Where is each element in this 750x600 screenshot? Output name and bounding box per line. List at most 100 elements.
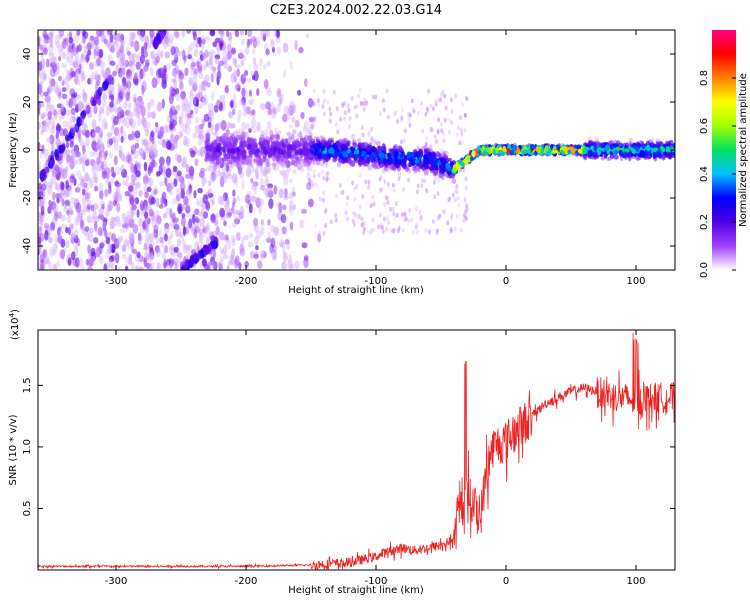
spectrogram-cell	[198, 123, 204, 130]
spectrogram-cell	[196, 200, 200, 206]
spectrogram-cell	[115, 189, 119, 200]
x-tick-label: -300	[105, 576, 128, 587]
spectrogram-cell	[75, 202, 82, 213]
spectrogram-cell	[302, 160, 307, 166]
spectrogram-cell	[121, 76, 127, 87]
spectrogram-cell	[86, 214, 93, 224]
spectrogram-cell	[156, 68, 162, 79]
spectrogram-cell	[184, 122, 189, 129]
spectrogram-cell	[266, 161, 271, 167]
spectrogram-cell	[202, 36, 206, 43]
spectrogram-cell	[87, 244, 91, 255]
spectrogram-cell	[115, 97, 121, 105]
spectrogram-cell	[225, 201, 230, 207]
spectrogram-cell	[374, 94, 378, 100]
spectrogram-cell	[91, 99, 97, 107]
spectrogram-cell	[89, 62, 94, 70]
spectrogram-cell	[237, 52, 244, 60]
spectrogram-cell	[81, 188, 86, 196]
spectrogram-cell	[132, 223, 139, 234]
spectrogram-cell	[67, 210, 72, 218]
spectrogram-cell	[391, 206, 395, 212]
spectrogram-cell	[417, 150, 422, 155]
spectrogram-cell	[217, 195, 224, 205]
spectrogram-cell	[140, 36, 144, 42]
spectrogram-cell	[162, 39, 168, 50]
spectrogram-cell	[294, 260, 300, 270]
spectrogram-cell	[38, 35, 41, 43]
spectrogram-cell	[439, 97, 443, 103]
spectrogram-cell	[206, 266, 210, 270]
spectrogram-cell	[276, 46, 282, 55]
spectrogram-cell	[90, 158, 96, 167]
spectrogram-cell	[148, 177, 154, 188]
spectrogram-cell	[155, 122, 159, 128]
spectrogram-cell	[162, 73, 167, 85]
spectrogram-cell	[423, 148, 429, 154]
spectrogram-cell	[132, 52, 138, 63]
spectrogram-cell	[373, 164, 378, 170]
spectrogram-cell	[175, 94, 180, 102]
spectrogram-cell	[63, 206, 68, 213]
spectrogram-cell	[98, 213, 104, 220]
spectrogram-cell	[143, 125, 149, 133]
spectrogram-cell	[255, 167, 259, 179]
spectrogram-cell	[202, 94, 208, 104]
spectrogram-cell	[76, 156, 83, 165]
spectrogram-cell	[166, 38, 172, 48]
spectrogram-cell	[273, 249, 277, 261]
spectrogram-cell	[52, 263, 58, 270]
spectrogram-cell	[416, 110, 420, 116]
spectrogram-cell	[112, 115, 119, 126]
spectrogram-cell	[256, 229, 262, 240]
spectrogram-cell	[163, 225, 170, 234]
spectrogram-cell	[256, 154, 262, 160]
spectrogram-cell	[177, 203, 183, 215]
spectrogram-cell	[201, 118, 206, 127]
spectrogram-cell	[215, 226, 220, 236]
spectrogram-cell	[65, 69, 71, 75]
spectrogram-cell	[361, 150, 366, 156]
spectrogram-cell	[55, 41, 61, 49]
spectrogram-cell	[201, 39, 205, 51]
spectrogram-cell	[218, 30, 224, 37]
spectrogram-cell	[197, 65, 203, 74]
spectrogram-cell	[41, 144, 45, 155]
spectrogram-cell	[73, 74, 79, 85]
spectrogram-cell	[125, 257, 132, 264]
spectrogram-cell	[185, 117, 192, 126]
spectrogram-cell	[69, 115, 76, 123]
spectrogram-cell	[260, 218, 265, 226]
spectrogram-cell	[228, 208, 232, 219]
spectrogram-cell	[661, 154, 666, 161]
spectrogram-cell	[43, 254, 49, 265]
spectrogram-cell	[97, 73, 101, 85]
spectrogram-cell	[118, 92, 124, 103]
spectrogram-cell	[121, 67, 126, 76]
spectrogram-cell	[270, 108, 277, 119]
spectrogram-cell	[195, 149, 202, 156]
spectrogram-cell	[282, 252, 288, 262]
spectrogram-cell	[55, 131, 59, 140]
spectrogram-cell	[82, 209, 86, 216]
spectrogram-cell	[420, 101, 423, 106]
spectrogram-cell	[108, 138, 114, 146]
spectrogram-cell	[321, 197, 325, 203]
spectrogram-cell	[126, 239, 131, 250]
spectrogram-cell	[176, 154, 182, 164]
spectrogram-cell	[86, 216, 91, 224]
spectrogram-cell	[193, 48, 198, 58]
spectrogram-cell	[181, 102, 186, 113]
spectrogram-cell	[99, 131, 103, 138]
spectrogram-cell	[149, 30, 155, 38]
spectrogram-cell	[112, 200, 117, 207]
spectrogram-cell	[429, 103, 433, 109]
spectrogram-cell	[614, 149, 619, 155]
spectrogram-cell	[110, 243, 116, 254]
spectrogram-cell	[138, 217, 143, 228]
colorbar-tick-label: 0.0	[699, 262, 710, 278]
spectrogram-cell	[354, 158, 359, 163]
spectrogram-cell	[101, 221, 107, 229]
spectrogram-cell	[222, 170, 229, 180]
spectrogram-cell	[38, 83, 42, 92]
